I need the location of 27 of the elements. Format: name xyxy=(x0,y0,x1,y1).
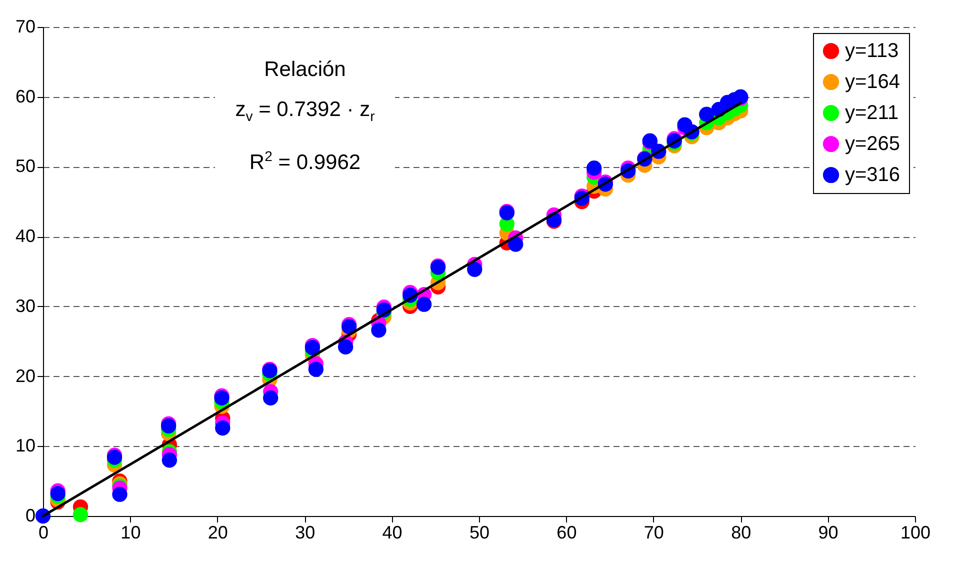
x-tick-label: 30 xyxy=(295,522,316,542)
y-tick-label: 20 xyxy=(15,366,36,386)
y-tick-label: 60 xyxy=(15,86,36,106)
x-tick-label: 40 xyxy=(382,522,402,542)
x-tick-label: 50 xyxy=(469,522,490,542)
legend-label: y=164 xyxy=(845,71,900,93)
x-tick-label: 90 xyxy=(818,522,838,542)
x-tick-label: 100 xyxy=(900,522,931,542)
y-tick-label: 10 xyxy=(15,436,36,456)
x-tick-label: 10 xyxy=(120,522,141,542)
x-tick-label: 20 xyxy=(208,522,228,542)
annotation: z$_{v}$ = 0.7392 · z$_{r}$ xyxy=(234,97,376,126)
legend-label: y=265 xyxy=(845,133,900,155)
legend-label: y=113 xyxy=(845,40,899,62)
y-tick-label: 40 xyxy=(15,226,36,246)
legend-label: y=211 xyxy=(845,102,899,124)
y-tick-label: 0 xyxy=(25,506,36,526)
annotation: Relación xyxy=(263,57,347,83)
legend-label: y=316 xyxy=(845,164,900,186)
x-tick-label: 60 xyxy=(556,522,577,542)
y-tick-label: 50 xyxy=(15,156,36,176)
y-tick-label: 70 xyxy=(15,16,36,36)
x-tick-label: 0 xyxy=(38,522,49,542)
annotation: R$^{2}$ = 0.9962 xyxy=(248,147,362,176)
x-tick-label: 80 xyxy=(731,522,752,542)
x-tick-label: 70 xyxy=(644,522,664,542)
y-tick-label: 30 xyxy=(15,296,36,316)
